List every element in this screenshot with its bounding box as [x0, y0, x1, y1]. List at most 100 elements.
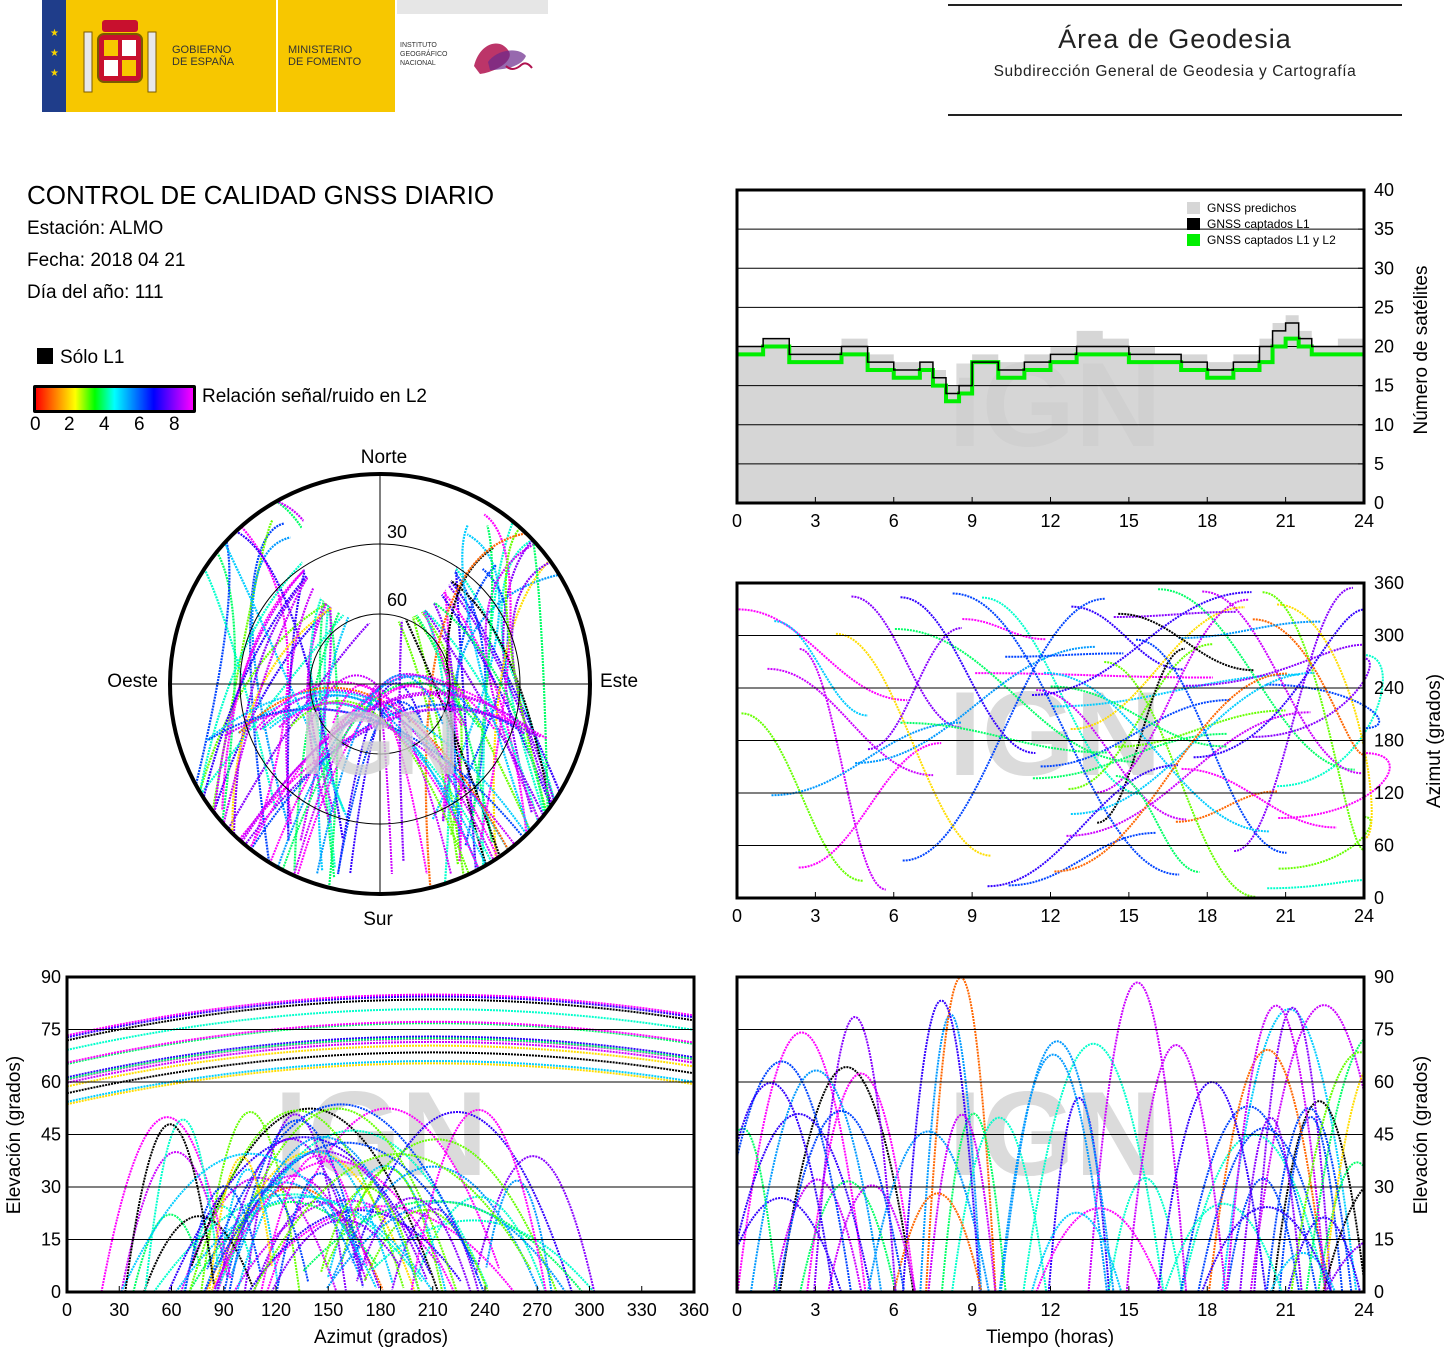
satcount-xtick: 6	[889, 511, 899, 531]
elev-az-track	[251, 1153, 532, 1293]
azimuth-track	[1070, 671, 1315, 815]
satellite-track	[340, 558, 455, 822]
azimuth-track	[975, 672, 1213, 679]
elev-time-track	[827, 1184, 917, 1292]
colorbar-label: Relación señal/ruido en L2	[202, 386, 427, 407]
satellite-track	[251, 536, 291, 828]
azimuth-track	[771, 721, 962, 797]
elev-time-track	[1047, 1096, 1111, 1292]
azimuth-track	[902, 597, 1106, 862]
l1-only-swatch	[37, 348, 53, 364]
satcount-ytick: 20	[1374, 337, 1394, 357]
elev-time-track	[737, 1082, 835, 1292]
azimuth-track	[1135, 638, 1287, 854]
elev-az-track	[100, 1116, 232, 1293]
skyplot-north-label: Norte	[361, 447, 407, 468]
azimuth-track	[1043, 671, 1270, 833]
elev-az-track	[474, 1155, 596, 1293]
colorbar-tick: 4	[99, 414, 110, 435]
azimuth-xtick: 3	[810, 906, 820, 926]
government-text: GOBIERNO DE ESPAÑA	[172, 44, 235, 68]
elev-time-ytick: 15	[1374, 1230, 1394, 1250]
elev-az-xtick: 240	[470, 1300, 500, 1320]
elev-az-ytick: 0	[51, 1282, 61, 1302]
azimuth-track	[851, 595, 962, 729]
satellite-track	[449, 571, 570, 814]
elev-time-track	[1221, 1008, 1358, 1292]
azimuth-xtick: 15	[1119, 906, 1139, 926]
elev-az-track	[319, 1186, 421, 1293]
azimuth-xtick: 6	[889, 906, 899, 926]
satellite-track	[238, 686, 522, 875]
elev-az-track	[144, 1118, 219, 1293]
satellite-track	[347, 517, 487, 846]
azimuth-track	[1066, 711, 1311, 837]
elev-az-track	[391, 1208, 480, 1293]
ign-logo-icon	[474, 43, 533, 74]
satellite-track	[424, 532, 525, 894]
elev-time-xlabel: Tiempo (horas)	[986, 1327, 1114, 1348]
satellite-track	[230, 515, 289, 859]
satellite-track	[201, 535, 237, 834]
elev-time-track	[1265, 1107, 1353, 1292]
satellite-track	[421, 566, 554, 823]
elev-time-track	[1107, 1177, 1183, 1292]
elev-time-track	[1253, 1007, 1332, 1292]
satcount-ytick: 25	[1374, 297, 1394, 317]
elev-time-track	[799, 1180, 897, 1292]
elev-time-track	[772, 1178, 863, 1292]
elev-az-ylabel: Elevación (grados)	[4, 1056, 25, 1214]
skyplot-ring-label: 60	[387, 590, 407, 610]
satcount-xtick: 21	[1276, 511, 1296, 531]
azimuth-track	[799, 648, 887, 891]
spain-flag-stripe: ★ ★ ★	[42, 0, 66, 112]
satellite-track	[249, 522, 285, 874]
elev-az-track	[132, 1213, 202, 1293]
elev-time-track	[813, 1015, 897, 1292]
elev-time-xtick: 6	[889, 1300, 899, 1320]
satellite-track	[296, 685, 463, 875]
azimuth-ytick: 300	[1374, 626, 1404, 646]
elev-time-ytick: 90	[1374, 967, 1394, 987]
elev-az-track	[66, 1051, 695, 1095]
azimuth-xtick: 24	[1354, 906, 1374, 926]
satcount-ytick: 15	[1374, 376, 1394, 396]
azimuth-track	[774, 620, 868, 717]
elev-az-tracks	[66, 993, 695, 1293]
azimuth-xtick: 21	[1276, 906, 1296, 926]
elev-az-track	[66, 1062, 695, 1106]
azimuth-track	[1032, 591, 1252, 696]
ministry-text: MINISTERIO DE FOMENTO	[288, 44, 362, 68]
satcount-xtick: 3	[810, 511, 820, 531]
elev-az-track	[208, 1156, 273, 1293]
azimuth-track	[1202, 590, 1362, 775]
azimuth-ytick: 360	[1374, 573, 1404, 593]
elev-az-track	[223, 1107, 458, 1293]
azimuth-track	[867, 627, 962, 751]
azimuth-track	[900, 596, 1036, 755]
azimuth-ytick: 120	[1374, 783, 1404, 803]
elev-az-track	[120, 1152, 378, 1293]
elev-az-track	[371, 1219, 595, 1293]
azimuth-xtick: 12	[1040, 906, 1060, 926]
elev-az-xtick: 60	[161, 1300, 181, 1320]
satcount-ytick: 10	[1374, 415, 1394, 435]
azimuth-border	[735, 581, 1366, 900]
skyplot-border	[168, 472, 592, 896]
elev-az-xtick: 360	[679, 1300, 709, 1320]
elev-time-xtick: 9	[967, 1300, 977, 1320]
institute-text: INSTITUTO GEOGRÁFICO NACIONAL	[400, 42, 448, 67]
azimuth-track	[952, 592, 1180, 876]
satcount-xtick: 15	[1119, 511, 1139, 531]
elev-az-track	[66, 1020, 695, 1064]
elev-time-track	[1271, 1100, 1364, 1292]
elev-az-track	[355, 1197, 472, 1293]
elev-time-track	[1207, 1049, 1327, 1292]
elev-az-xtick: 120	[261, 1300, 291, 1320]
skyplot-watermark: IGN	[300, 694, 460, 794]
satellite-track	[360, 511, 466, 880]
elev-az-track	[206, 1103, 485, 1293]
satellite-track	[269, 702, 492, 875]
azimuth-track	[741, 712, 863, 882]
elev-time-track	[1035, 1207, 1164, 1292]
